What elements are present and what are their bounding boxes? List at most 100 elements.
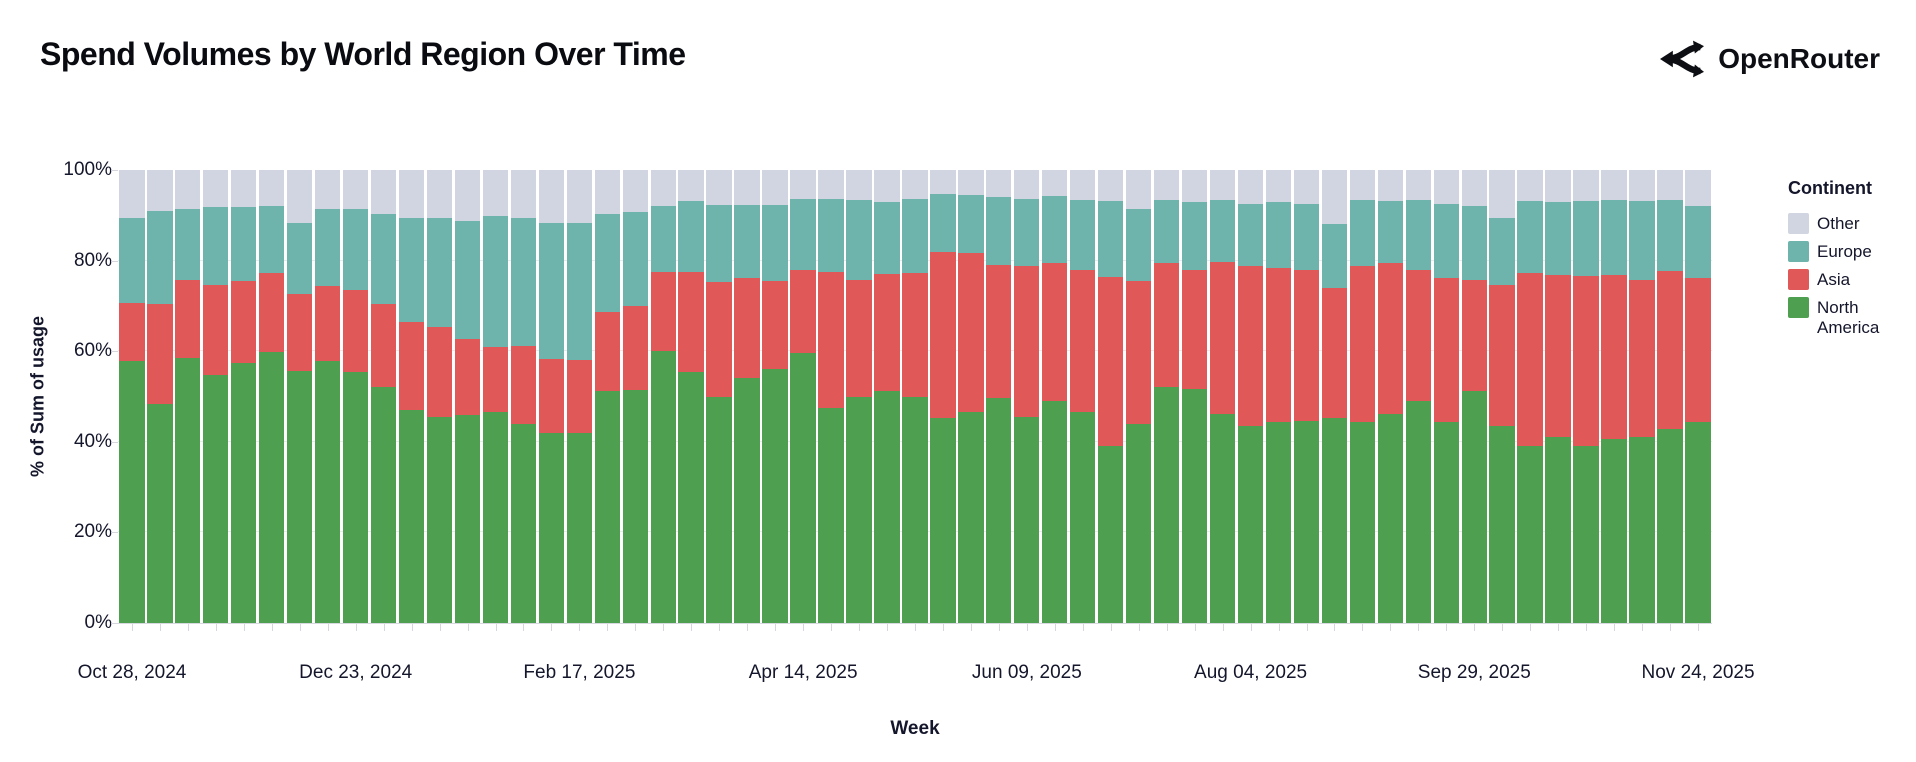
bar-segment-europe[interactable]: [510, 217, 537, 346]
bar-segment-north-america[interactable]: [286, 370, 313, 623]
bar-segment-north-america[interactable]: [398, 410, 425, 623]
bar[interactable]: [1349, 170, 1375, 623]
bar-segment-north-america[interactable]: [1517, 445, 1543, 623]
bar-segment-other[interactable]: [1153, 170, 1180, 200]
bar-segment-north-america[interactable]: [1685, 422, 1711, 623]
bar[interactable]: [119, 170, 145, 623]
bar[interactable]: [762, 170, 788, 623]
bar-segment-other[interactable]: [175, 170, 201, 209]
bar-segment-north-america[interactable]: [119, 360, 145, 623]
bar-segment-asia[interactable]: [1237, 266, 1264, 426]
bar-segment-north-america[interactable]: [566, 432, 592, 623]
bar[interactable]: [706, 170, 732, 623]
bar-segment-asia[interactable]: [510, 345, 537, 424]
bar-segment-europe[interactable]: [259, 206, 285, 274]
bar-segment-asia[interactable]: [1461, 279, 1487, 391]
bar-segment-europe[interactable]: [1489, 218, 1515, 285]
bar-segment-other[interactable]: [790, 170, 816, 199]
bar-segment-other[interactable]: [454, 170, 481, 221]
bar-segment-north-america[interactable]: [1573, 445, 1599, 623]
bar[interactable]: [594, 170, 620, 623]
bar-segment-north-america[interactable]: [790, 353, 816, 623]
bar[interactable]: [398, 170, 425, 623]
bar-segment-asia[interactable]: [370, 304, 397, 388]
bar[interactable]: [1545, 170, 1571, 623]
bar-segment-asia[interactable]: [175, 279, 201, 358]
bar-segment-other[interactable]: [510, 170, 537, 218]
bar-segment-north-america[interactable]: [1377, 414, 1403, 623]
bar-segment-north-america[interactable]: [1014, 417, 1040, 623]
bar-segment-asia[interactable]: [1014, 266, 1040, 418]
bar-segment-north-america[interactable]: [1349, 421, 1375, 623]
bar-segment-europe[interactable]: [566, 223, 592, 360]
bar-segment-other[interactable]: [846, 170, 872, 200]
bar-segment-other[interactable]: [1405, 170, 1431, 200]
bar-segment-asia[interactable]: [678, 271, 704, 372]
bar-segment-asia[interactable]: [818, 271, 844, 408]
bar-segment-other[interactable]: [958, 170, 984, 195]
bar[interactable]: [678, 170, 704, 623]
bar-segment-europe[interactable]: [958, 194, 984, 254]
bar[interactable]: [1042, 170, 1068, 623]
bar[interactable]: [1461, 170, 1487, 623]
bar[interactable]: [1489, 170, 1515, 623]
bar-segment-other[interactable]: [678, 170, 704, 201]
bar-segment-other[interactable]: [147, 170, 173, 211]
bar-segment-asia[interactable]: [1265, 267, 1292, 422]
bar[interactable]: [1321, 170, 1348, 623]
bar-segment-other[interactable]: [1070, 170, 1096, 200]
bar-segment-europe[interactable]: [147, 210, 173, 304]
bar-segment-north-america[interactable]: [678, 371, 704, 623]
bar-segment-asia[interactable]: [147, 303, 173, 405]
bar-segment-north-america[interactable]: [1070, 412, 1096, 623]
bar-segment-asia[interactable]: [566, 359, 592, 433]
bar-segment-europe[interactable]: [762, 204, 788, 281]
bar-segment-other[interactable]: [1433, 170, 1459, 204]
bar-segment-europe[interactable]: [622, 211, 648, 306]
bar-segment-asia[interactable]: [1489, 284, 1515, 426]
bar-segment-north-america[interactable]: [1209, 414, 1236, 623]
bar-segment-other[interactable]: [1097, 170, 1124, 201]
bar-segment-europe[interactable]: [902, 199, 928, 274]
bar[interactable]: [175, 170, 201, 623]
legend-entry-other[interactable]: Other: [1788, 213, 1908, 234]
bar-segment-other[interactable]: [874, 170, 900, 203]
bar-segment-europe[interactable]: [1573, 200, 1599, 277]
bar-segment-other[interactable]: [1265, 170, 1292, 203]
bar[interactable]: [650, 170, 676, 623]
bar[interactable]: [231, 170, 257, 623]
bar-segment-other[interactable]: [1014, 170, 1040, 199]
bar-segment-other[interactable]: [538, 170, 565, 224]
bar-segment-north-america[interactable]: [1545, 437, 1571, 623]
bar[interactable]: [259, 170, 285, 623]
bar-segment-other[interactable]: [426, 170, 453, 218]
bar-segment-europe[interactable]: [286, 223, 313, 295]
bar-segment-asia[interactable]: [846, 280, 872, 398]
bar-segment-other[interactable]: [1377, 170, 1403, 201]
bar-segment-other[interactable]: [902, 170, 928, 199]
bar-segment-asia[interactable]: [1685, 278, 1711, 423]
bar-segment-europe[interactable]: [426, 217, 453, 327]
bar-segment-asia[interactable]: [790, 270, 816, 354]
bar-segment-asia[interactable]: [1573, 276, 1599, 446]
bar-segment-north-america[interactable]: [874, 390, 900, 623]
bar-segment-other[interactable]: [566, 170, 592, 224]
bar-segment-asia[interactable]: [119, 302, 145, 361]
bar-segment-north-america[interactable]: [762, 369, 788, 623]
bar[interactable]: [314, 170, 341, 623]
bar-segment-north-america[interactable]: [1405, 400, 1431, 623]
bar-segment-other[interactable]: [1181, 170, 1208, 202]
bar-segment-europe[interactable]: [1153, 199, 1180, 263]
bar-segment-asia[interactable]: [874, 274, 900, 391]
bar-segment-other[interactable]: [1489, 170, 1515, 219]
bar-segment-north-america[interactable]: [594, 390, 620, 623]
bar-segment-europe[interactable]: [398, 218, 425, 323]
bar-segment-north-america[interactable]: [1042, 401, 1068, 623]
bar-segment-north-america[interactable]: [650, 351, 676, 623]
bar-segment-other[interactable]: [1125, 170, 1152, 209]
bar-segment-north-america[interactable]: [147, 404, 173, 623]
bar-segment-north-america[interactable]: [342, 371, 369, 623]
bar-segment-other[interactable]: [1321, 170, 1348, 224]
bar-segment-europe[interactable]: [1461, 205, 1487, 280]
bar-segment-north-america[interactable]: [1125, 424, 1152, 623]
